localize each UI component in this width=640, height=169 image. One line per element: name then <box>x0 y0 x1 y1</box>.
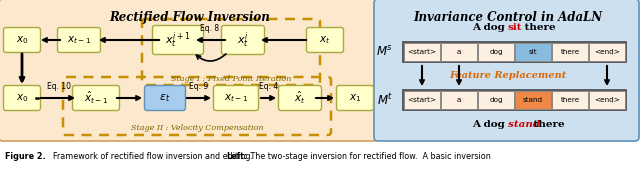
Text: The two-stage inversion for rectified flow.  A basic inversion: The two-stage inversion for rectified fl… <box>248 152 491 161</box>
Text: Rectified Flow Inversion: Rectified Flow Inversion <box>109 11 270 24</box>
FancyBboxPatch shape <box>221 26 264 54</box>
Text: Eq. 4: Eq. 4 <box>259 82 278 91</box>
FancyBboxPatch shape <box>337 86 374 111</box>
Text: Stage I : Fixed Point Iteration: Stage I : Fixed Point Iteration <box>171 75 291 83</box>
Text: $M^s$: $M^s$ <box>376 45 393 59</box>
Text: $x_t^{i+1}$: $x_t^{i+1}$ <box>165 30 191 50</box>
FancyBboxPatch shape <box>72 86 120 111</box>
Text: $x_1$: $x_1$ <box>349 92 361 104</box>
Text: Figure 2.: Figure 2. <box>5 152 45 161</box>
Text: stand: stand <box>523 97 543 103</box>
FancyBboxPatch shape <box>307 28 344 53</box>
Text: $x_t$: $x_t$ <box>319 34 331 46</box>
Text: A dog: A dog <box>472 120 508 129</box>
FancyBboxPatch shape <box>214 86 259 111</box>
FancyBboxPatch shape <box>3 28 40 53</box>
FancyBboxPatch shape <box>145 86 186 111</box>
Text: Eq. 8: Eq. 8 <box>200 24 220 33</box>
Text: dog: dog <box>489 97 503 103</box>
Text: there: there <box>530 120 564 129</box>
Text: sit: sit <box>529 49 538 55</box>
FancyBboxPatch shape <box>441 43 477 61</box>
Text: there: there <box>521 23 556 32</box>
FancyBboxPatch shape <box>3 86 40 111</box>
FancyBboxPatch shape <box>552 91 588 109</box>
FancyBboxPatch shape <box>478 91 514 109</box>
FancyBboxPatch shape <box>404 43 440 61</box>
FancyBboxPatch shape <box>0 0 377 141</box>
Text: sit: sit <box>508 23 522 32</box>
FancyBboxPatch shape <box>404 91 440 109</box>
FancyBboxPatch shape <box>515 91 551 109</box>
FancyBboxPatch shape <box>515 43 551 61</box>
Text: $\hat{x}_{t-1}$: $\hat{x}_{t-1}$ <box>84 90 108 106</box>
Text: <end>: <end> <box>594 49 620 55</box>
Text: $x_t^{i}$: $x_t^{i}$ <box>237 30 249 50</box>
Text: Left:: Left: <box>226 152 247 161</box>
Text: Eq. 9: Eq. 9 <box>189 82 209 91</box>
FancyBboxPatch shape <box>552 43 588 61</box>
Text: there: there <box>561 49 580 55</box>
FancyBboxPatch shape <box>278 86 321 111</box>
Text: <start>: <start> <box>408 49 436 55</box>
Text: $\varepsilon_t$: $\varepsilon_t$ <box>159 92 171 104</box>
FancyBboxPatch shape <box>374 0 639 141</box>
Text: <end>: <end> <box>594 97 620 103</box>
Text: Feature Replacement: Feature Replacement <box>449 71 566 80</box>
Text: $x_{t-1}$: $x_{t-1}$ <box>67 34 91 46</box>
Text: a: a <box>457 49 461 55</box>
FancyBboxPatch shape <box>589 43 625 61</box>
Text: Framework of rectified flow inversion and editing.: Framework of rectified flow inversion an… <box>48 152 258 161</box>
Text: there: there <box>561 97 580 103</box>
Text: $x_{t-1}$: $x_{t-1}$ <box>224 92 248 104</box>
Text: $x_0$: $x_0$ <box>16 34 28 46</box>
Text: stand: stand <box>508 120 540 129</box>
Text: $M^t$: $M^t$ <box>376 92 393 108</box>
Text: a: a <box>457 97 461 103</box>
Text: ···: ··· <box>321 92 333 105</box>
Text: Invariance Control in AdaLN: Invariance Control in AdaLN <box>413 11 603 24</box>
Text: dog: dog <box>489 49 503 55</box>
FancyBboxPatch shape <box>589 91 625 109</box>
Text: ···: ··· <box>43 34 55 47</box>
Text: Stage II : Velocity Compensation: Stage II : Velocity Compensation <box>131 124 263 132</box>
FancyBboxPatch shape <box>478 43 514 61</box>
Text: $x_0$: $x_0$ <box>16 92 28 104</box>
Text: A dog: A dog <box>472 23 508 32</box>
Text: <start>: <start> <box>408 97 436 103</box>
FancyBboxPatch shape <box>58 28 100 53</box>
FancyBboxPatch shape <box>441 91 477 109</box>
Text: $\hat{x}_t$: $\hat{x}_t$ <box>294 90 306 106</box>
FancyBboxPatch shape <box>152 26 204 54</box>
Text: Eq. 10: Eq. 10 <box>47 82 71 91</box>
